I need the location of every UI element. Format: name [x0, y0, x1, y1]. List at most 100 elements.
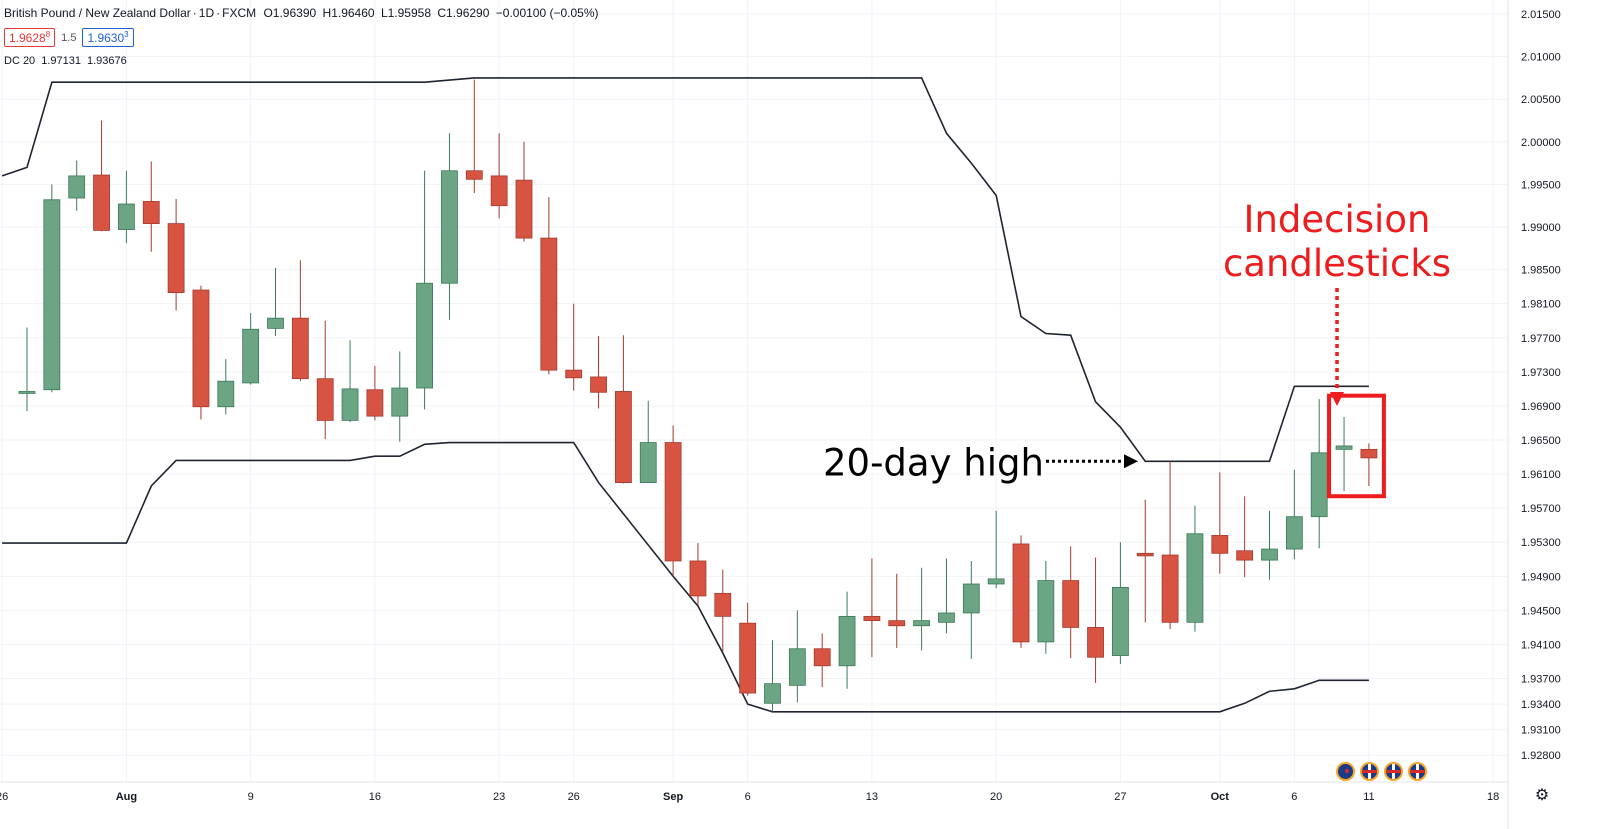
- candle-body: [664, 442, 682, 562]
- nz-flag-icon[interactable]: [1336, 762, 1355, 781]
- candle-body: [1236, 550, 1254, 561]
- candle-down: [739, 602, 757, 696]
- time-tick-label: 11: [1363, 791, 1374, 803]
- candle-up: [242, 313, 260, 385]
- donchian-lower-line: [2, 441, 1369, 713]
- candle-up: [1186, 505, 1204, 632]
- candle-body: [167, 223, 185, 294]
- candle-body: [1037, 580, 1055, 643]
- candle-body: [416, 282, 434, 389]
- candle-body: [1186, 533, 1204, 623]
- candle-body: [93, 174, 110, 231]
- indicator-lower: 1.93676: [86, 55, 127, 67]
- buy-price-pip: 3: [124, 30, 129, 39]
- candle-body: [1211, 535, 1229, 554]
- price-tick-label: 2.00000: [1521, 137, 1561, 149]
- candle-down: [490, 133, 508, 219]
- candle-body: [689, 560, 707, 597]
- candle-down: [888, 573, 906, 648]
- candle-down: [664, 425, 682, 577]
- close-label: C: [437, 6, 447, 20]
- change-value: −0.00100 (−0.05%): [495, 6, 599, 20]
- candle-down: [291, 260, 309, 382]
- buy-button[interactable]: 1.96303: [82, 28, 134, 47]
- candle-up: [987, 510, 1005, 589]
- candle-up: [118, 170, 135, 244]
- candle-down: [465, 79, 483, 193]
- candle-down: [93, 120, 110, 232]
- candle-up: [1261, 510, 1278, 580]
- candle-down: [813, 633, 831, 688]
- settings-gear-icon[interactable]: ⚙: [1534, 787, 1550, 804]
- candle-down: [714, 569, 732, 652]
- time-tick-label: 26: [568, 791, 580, 803]
- candle-body: [764, 683, 781, 704]
- candle-down: [1136, 499, 1154, 623]
- candle-body: [391, 387, 409, 417]
- candle-body: [714, 592, 732, 617]
- candle-body: [888, 620, 906, 627]
- uk-flag-icon[interactable]: [1408, 762, 1427, 781]
- candle-down: [167, 198, 185, 311]
- sell-button[interactable]: 1.96288: [4, 28, 56, 47]
- candle-down: [1236, 496, 1254, 578]
- candle-up: [639, 400, 657, 483]
- candle-body: [1285, 516, 1303, 550]
- candle-up: [938, 558, 955, 634]
- price-tick-label: 2.00500: [1521, 94, 1561, 106]
- candle-body: [43, 199, 61, 391]
- candle-down: [1087, 557, 1104, 683]
- candle-down: [540, 197, 558, 375]
- candle-body: [540, 237, 558, 371]
- candle-body: [1062, 580, 1080, 628]
- candle-body: [739, 622, 757, 694]
- candle-body: [813, 648, 831, 667]
- uk-flag-icon[interactable]: [1360, 762, 1379, 781]
- symbol-name[interactable]: British Pound / New Zealand Dollar: [4, 6, 191, 20]
- price-tick-label: 1.93100: [1521, 725, 1561, 737]
- price-tick-label: 1.96100: [1521, 469, 1561, 481]
- candle-down: [590, 336, 607, 409]
- interval-label[interactable]: 1D: [198, 6, 215, 20]
- candle-body: [938, 612, 955, 623]
- legend-header: British Pound / New Zealand Dollar · 1D · FX…: [4, 6, 599, 20]
- donchian-channel: [1, 77, 1369, 713]
- indicator-legend[interactable]: DC 20 1.97131 1.93676: [4, 55, 133, 67]
- candle-body: [490, 175, 508, 207]
- price-tick-label: 2.01000: [1521, 52, 1561, 64]
- candle-down: [565, 303, 583, 391]
- time-tick-label: 20: [990, 791, 1002, 803]
- candle-down: [366, 365, 384, 421]
- economic-events: [1336, 762, 1427, 781]
- price-tick-label: 1.92800: [1521, 750, 1561, 762]
- time-tick-label: Oct: [1211, 791, 1230, 803]
- time-tick-label: Aug: [116, 791, 137, 803]
- candle-down: [1161, 461, 1179, 630]
- candle-body: [788, 648, 806, 686]
- candle-up: [341, 340, 359, 423]
- price-tick-label: 1.93700: [1521, 674, 1561, 686]
- candle-up: [913, 567, 930, 651]
- price-tick-label: 1.93400: [1521, 699, 1561, 711]
- candle-body: [1335, 445, 1353, 450]
- uk-flag-icon[interactable]: [1384, 762, 1403, 781]
- price-tick-label: 1.96500: [1521, 435, 1561, 447]
- low-value: 1.95958: [387, 6, 432, 20]
- sell-price: 1.9628: [9, 31, 46, 45]
- time-tick-label: 27: [1114, 791, 1126, 803]
- candle-body: [987, 578, 1005, 585]
- candle-down: [1360, 443, 1378, 487]
- candle-body: [1012, 543, 1030, 643]
- buy-price: 1.9630: [87, 31, 125, 45]
- time-tick-label: 18: [1487, 791, 1499, 803]
- indicator-upper: 1.97131: [41, 55, 81, 67]
- indecision-highlight-box: [1327, 393, 1386, 499]
- candle-body: [18, 391, 36, 394]
- price-axis: 2.01500 2.01000 2.00500 2.00000 1.99500 1.990…: [1521, 9, 1561, 762]
- candle-body: [68, 175, 86, 199]
- price-tick-label: 1.94100: [1521, 639, 1561, 651]
- candle-up: [838, 591, 856, 689]
- candle-up: [391, 351, 409, 442]
- quote-row: 1.96288 1.5 1.96303: [4, 28, 134, 47]
